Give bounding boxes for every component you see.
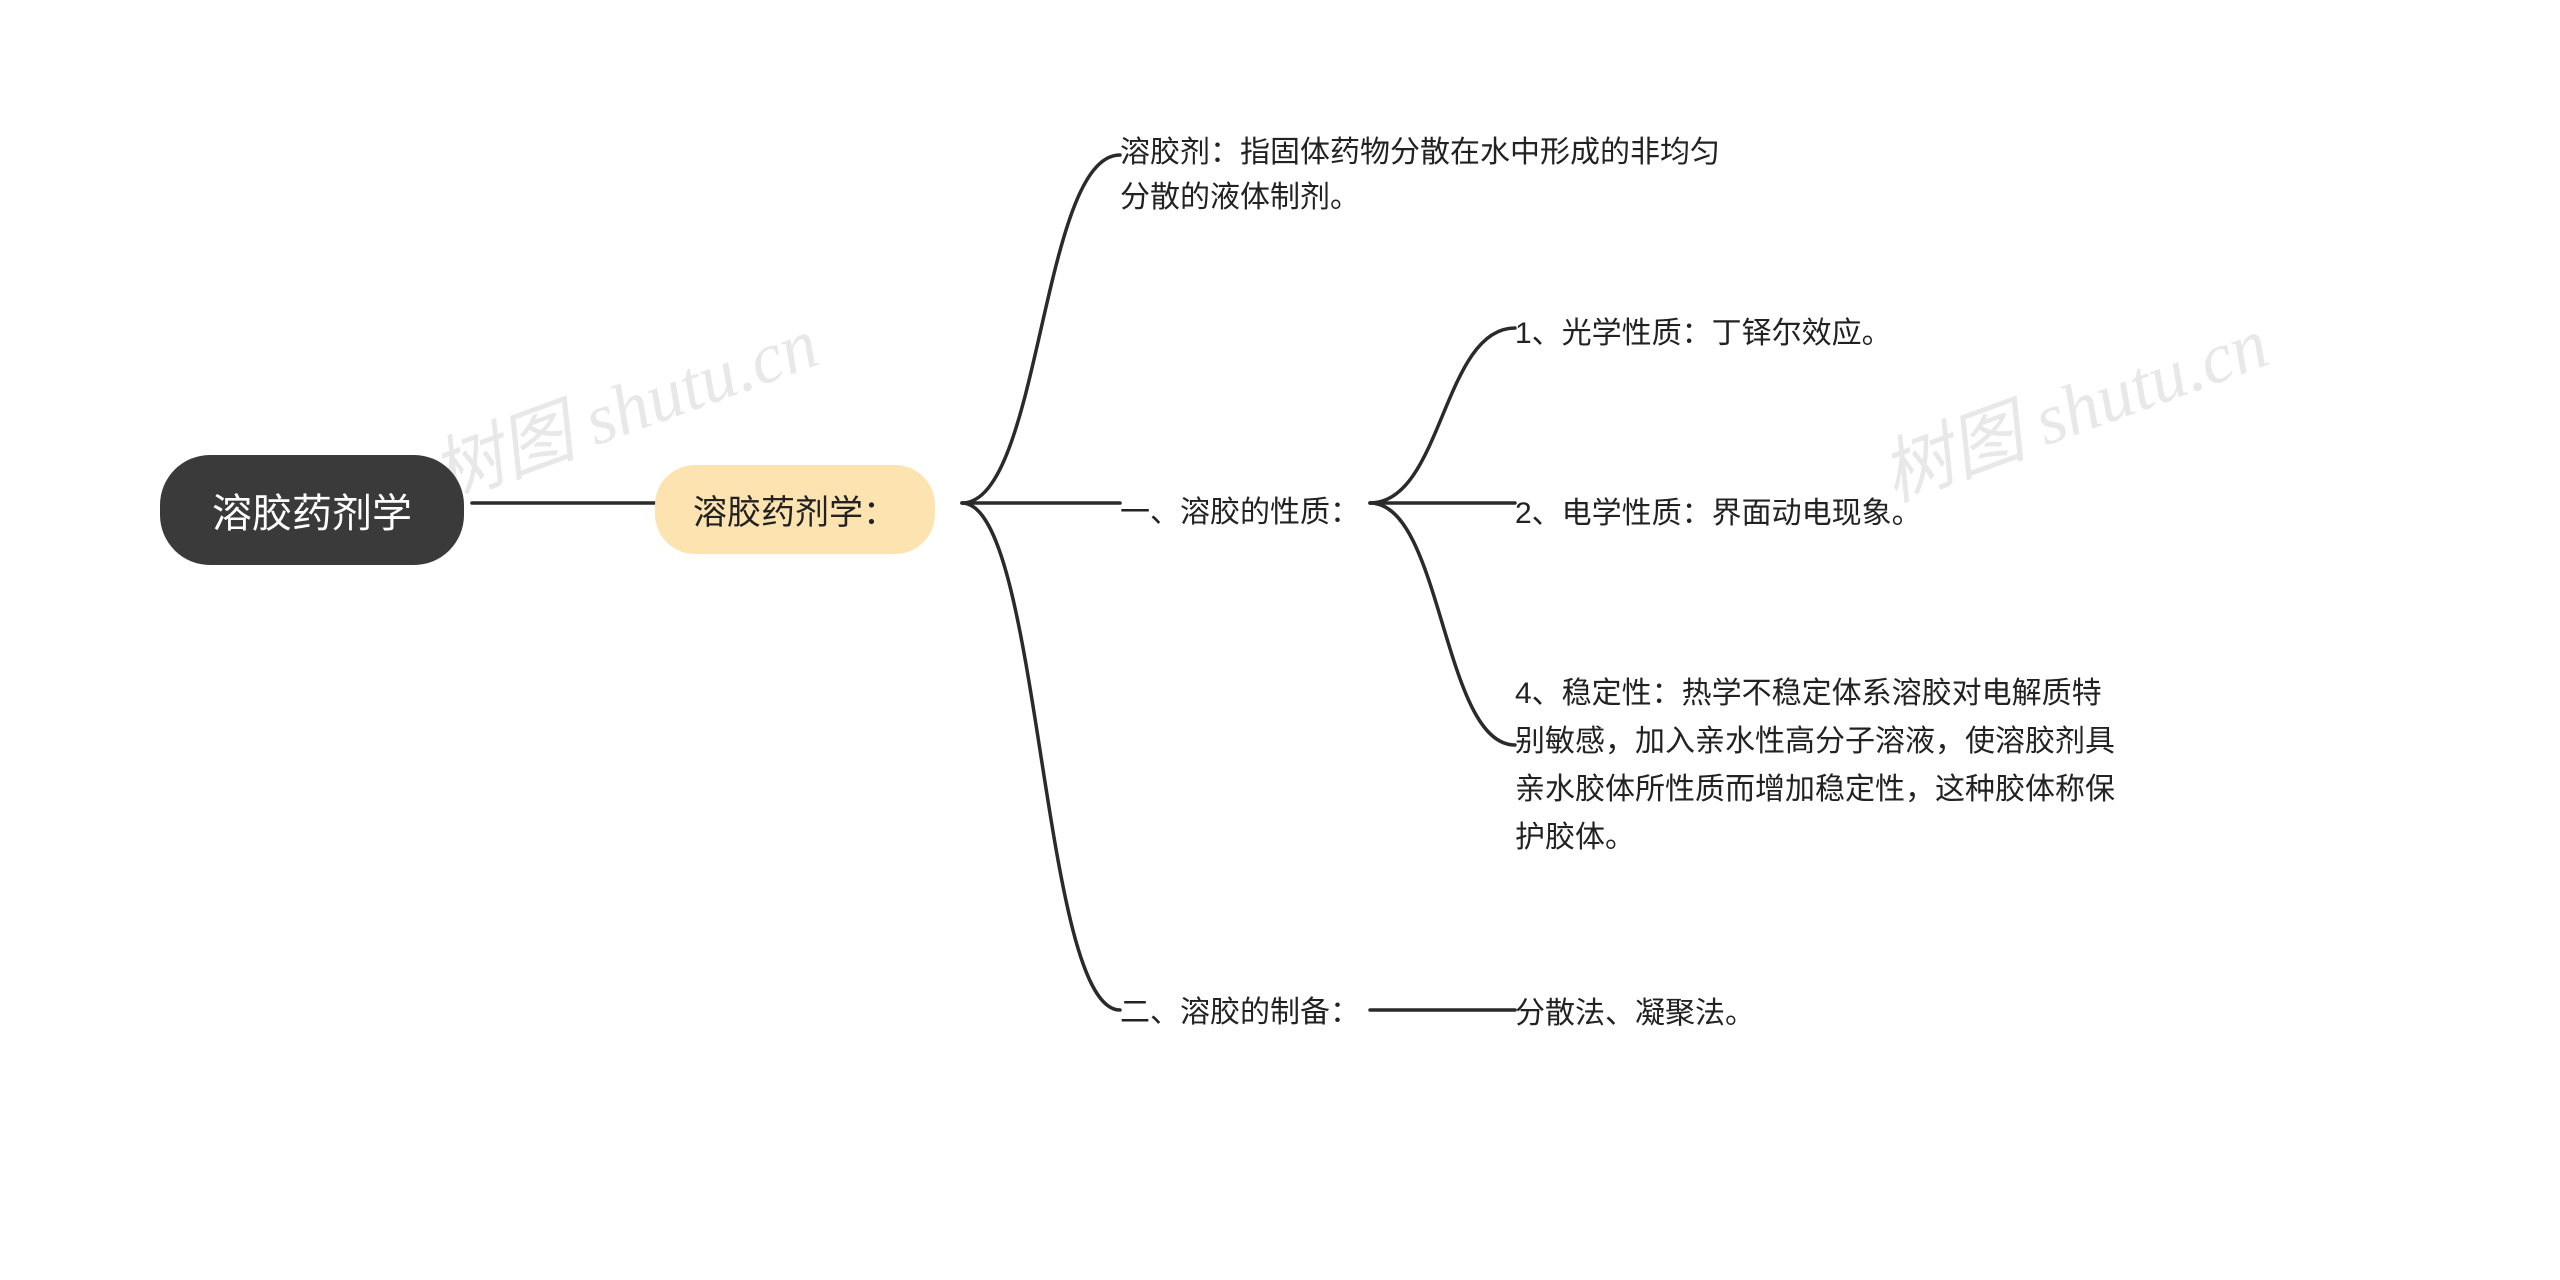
l3-dispersion: 分散法、凝聚法。: [1515, 990, 1755, 1038]
l3-electrical: 2、电学性质：界面动电现象。: [1515, 490, 1922, 538]
l2-properties: 一、溶胶的性质：: [1120, 490, 1360, 535]
watermark-1-en: shutu.cn: [573, 303, 828, 461]
l2-definition: 溶胶剂：指固体药物分散在水中形成的非均匀 分散的液体制剂。: [1120, 130, 1760, 220]
root-node: 溶胶药剂学: [160, 455, 464, 565]
l3-stability: 4、稳定性：热学不稳定体系溶胶对电解质特 别敏感，加入亲水性高分子溶液，使溶胶剂…: [1515, 670, 2155, 862]
watermark-2: 树图 shutu.cn: [1864, 284, 2280, 521]
level1-node: 溶胶药剂学：: [655, 465, 935, 554]
l2-preparation: 二、溶胶的制备：: [1120, 990, 1360, 1035]
watermark-2-en: shutu.cn: [2023, 303, 2278, 461]
l3-optical: 1、光学性质：丁铎尔效应。: [1515, 310, 1892, 358]
